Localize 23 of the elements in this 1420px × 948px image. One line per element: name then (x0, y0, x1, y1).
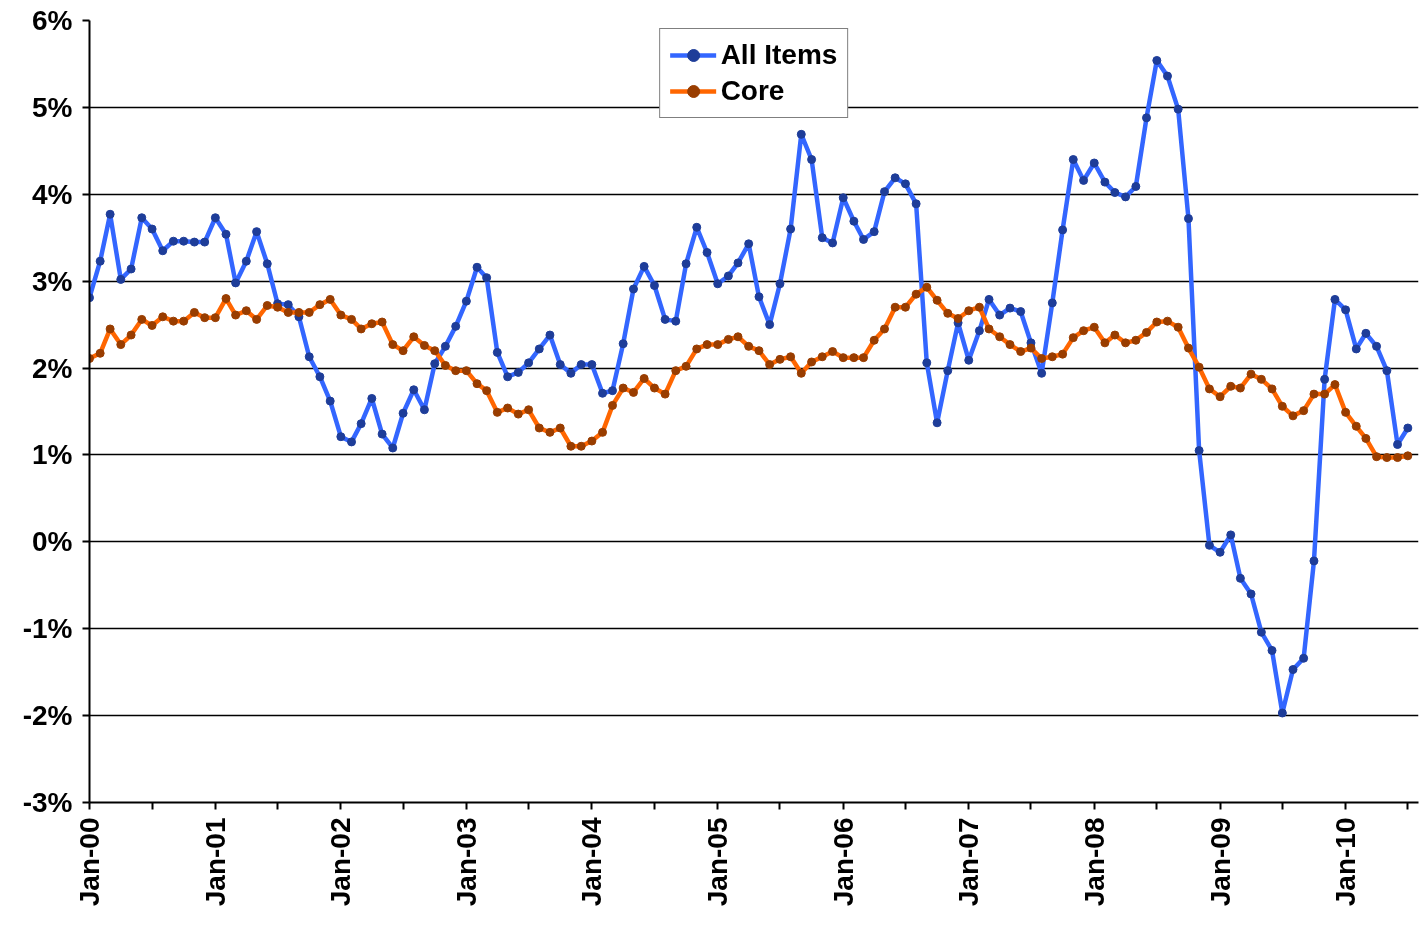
legend-label: All Items (720, 39, 838, 71)
y-tick-label: 1% (32, 439, 73, 471)
x-tick-label: Jan-10 (1330, 817, 1362, 907)
x-tick-label: Jan-03 (450, 817, 482, 907)
y-tick-label: -2% (22, 700, 73, 732)
x-tick-label: Jan-07 (953, 817, 985, 907)
y-tick-label: 2% (32, 352, 73, 384)
x-tick-label: Jan-09 (1204, 817, 1236, 907)
y-tick-label: -3% (22, 787, 73, 818)
x-tick-label: Jan-04 (576, 817, 608, 907)
legend-label: Core (720, 75, 785, 107)
y-tick-label: 6% (32, 5, 73, 36)
x-tick-label: Jan-01 (199, 817, 231, 907)
y-tick-label: -1% (22, 613, 73, 645)
x-tick-label: Jan-06 (827, 817, 859, 907)
y-tick-label: 0% (32, 526, 73, 558)
y-tick-label: 5% (32, 91, 73, 123)
y-tick-label: 4% (32, 178, 73, 210)
x-tick-label: Jan-02 (325, 817, 357, 907)
x-tick-label: Jan-00 (74, 817, 105, 907)
y-tick-label: 3% (32, 265, 73, 297)
x-tick-label: Jan-08 (1078, 817, 1110, 907)
x-tick-label: Jan-05 (702, 817, 734, 907)
